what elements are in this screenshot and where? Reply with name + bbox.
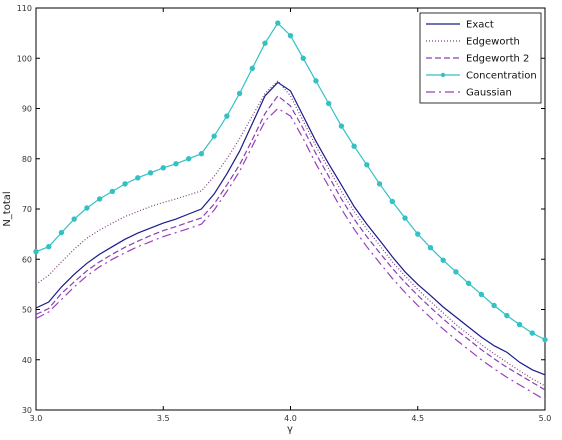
series-point-concentration [478, 291, 485, 298]
series-point-concentration [300, 55, 306, 61]
series-point-concentration [262, 40, 268, 46]
x-tick-label: 3.0 [30, 414, 43, 423]
series-point-concentration [71, 216, 77, 222]
series-point-concentration [249, 65, 256, 72]
series-point-concentration [491, 302, 497, 309]
series-point-concentration [96, 196, 103, 202]
x-tick-label: 3.5 [157, 414, 170, 423]
series-point-concentration [236, 90, 243, 97]
series-point-concentration [453, 269, 459, 275]
x-tick-label: 4.0 [284, 414, 297, 423]
series-point-concentration [338, 123, 345, 129]
series-point-concentration [173, 161, 179, 167]
series-point-concentration [529, 330, 535, 336]
series-line-exact [35, 81, 546, 376]
series-point-concentration [46, 243, 52, 250]
legend-label: Edgeworth 2 [466, 54, 529, 65]
series-point-concentration [402, 215, 408, 221]
y-tick-label: 40 [22, 356, 32, 365]
series-point-concentration [84, 205, 90, 211]
series-point-concentration [313, 78, 319, 84]
series-point-concentration [160, 165, 166, 171]
series-group [33, 20, 548, 401]
y-tick-label: 80 [22, 155, 32, 164]
series-point-concentration [58, 229, 65, 236]
y-tick-label: 110 [17, 4, 32, 13]
series-point-concentration [275, 20, 281, 26]
series-line-edgeworth-2 [35, 95, 546, 391]
series-point-concentration [211, 133, 217, 139]
series-point-concentration [351, 143, 357, 149]
series-point-concentration [135, 175, 141, 181]
series-point-concentration [376, 181, 383, 187]
legend-label: Gaussian [466, 88, 512, 99]
y-axis-label: N_total [2, 191, 13, 226]
series-point-concentration [325, 100, 332, 107]
x-tick-label: 5.0 [539, 414, 552, 423]
series-point-concentration [465, 280, 472, 287]
series-line-edgeworth [35, 80, 546, 387]
series-point-concentration [198, 151, 205, 157]
series-point-concentration [364, 162, 370, 168]
series-point-concentration [440, 257, 446, 263]
series-point-concentration [109, 188, 116, 195]
series-point-concentration [516, 321, 523, 328]
x-axis-ticks: 3.0 3.5 4.0 4.5 5.0 [30, 8, 552, 423]
series-point-concentration [287, 32, 294, 39]
y-tick-label: 60 [22, 255, 32, 264]
series-point-concentration [224, 113, 230, 119]
y-tick-label: 90 [22, 105, 32, 114]
legend-marker [440, 72, 446, 78]
series-point-concentration [427, 244, 434, 251]
series-point-concentration [33, 249, 39, 255]
x-tick-label: 4.5 [411, 414, 424, 423]
x-axis-label: γ [287, 424, 293, 435]
y-tick-label: 100 [17, 54, 32, 63]
series-point-concentration [389, 198, 395, 205]
y-tick-label: 50 [22, 306, 32, 315]
series-line-gaussian [35, 107, 546, 401]
y-tick-label: 30 [22, 406, 32, 415]
series-point-concentration [415, 231, 421, 237]
y-tick-label: 70 [22, 205, 32, 214]
legend-label: Exact [466, 20, 494, 31]
series-point-concentration [186, 156, 192, 162]
legend-label: Concentration [466, 71, 537, 82]
legend-label: Edgeworth [466, 37, 520, 48]
series-point-concentration [122, 181, 128, 187]
series-point-concentration [504, 312, 510, 319]
series-point-concentration [542, 336, 548, 343]
series-point-concentration [147, 170, 154, 176]
y-axis-ticks: 30 40 50 60 70 80 90 100 110 [17, 4, 545, 415]
legend: Exact Edgeworth Edgeworth 2 Concentration Ga… [419, 12, 542, 104]
